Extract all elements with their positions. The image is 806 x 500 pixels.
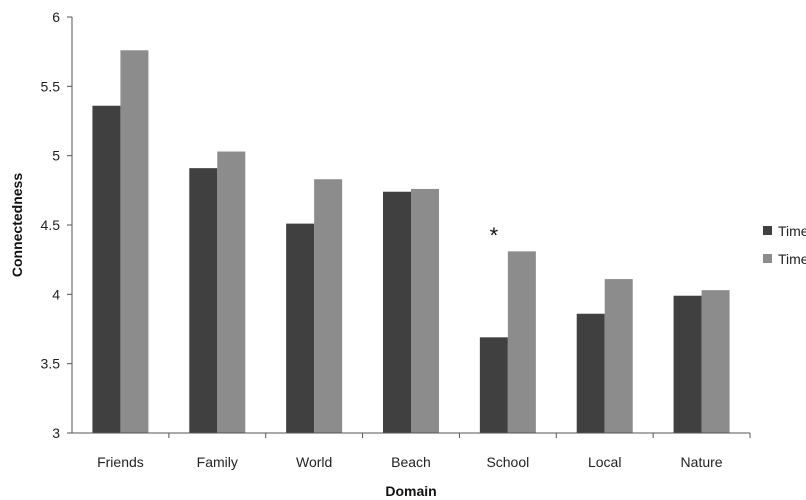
bar-beach-time-1	[383, 191, 411, 433]
legend-label: Time 1	[778, 223, 806, 239]
x-axis-title: Domain	[385, 483, 436, 499]
y-tick-label: 6	[52, 9, 60, 25]
bar-school-time-1	[479, 337, 508, 433]
y-axis-ticks: 3 3.5 4 4.5 5 5.5 6	[41, 9, 72, 441]
x-tick-label: Beach	[391, 454, 431, 470]
y-tick-label: 4	[52, 286, 60, 302]
x-tick-label: School	[486, 454, 529, 470]
y-tick-label: 3.5	[41, 356, 61, 372]
bar-family-time-2	[217, 151, 246, 434]
bar-nature-time-2	[701, 290, 730, 433]
y-tick-label: 3	[52, 425, 60, 441]
bar-friends-time-1	[92, 105, 121, 433]
bar-family-time-1	[189, 168, 218, 433]
y-tick-label: 5.5	[41, 78, 61, 94]
x-tick-label: Family	[197, 454, 238, 470]
bar-beach-time-2	[411, 188, 439, 433]
significance-marker: *	[490, 223, 499, 248]
bars	[92, 50, 730, 434]
bar-nature-time-1	[673, 295, 702, 433]
legend-swatch	[763, 226, 772, 235]
bar-local-time-2	[604, 279, 633, 433]
bar-world-time-1	[286, 223, 315, 433]
x-tick-label: World	[296, 454, 332, 470]
y-tick-label: 4.5	[41, 217, 61, 233]
legend-label: Time 2	[778, 251, 806, 267]
annotations: *	[490, 223, 499, 248]
x-axis-ticks: Friends Family World Beach School Local Nature	[97, 433, 751, 470]
legend: Time 1 Time 2	[763, 223, 806, 267]
x-tick-label: Local	[588, 454, 621, 470]
y-tick-label: 5	[52, 148, 60, 164]
x-tick-label: Friends	[97, 454, 144, 470]
bar-friends-time-2	[120, 50, 149, 433]
bar-local-time-1	[576, 313, 605, 433]
legend-swatch	[763, 254, 772, 263]
x-tick-label: Nature	[681, 454, 723, 470]
bar-school-time-2	[507, 251, 536, 433]
bar-world-time-2	[314, 179, 343, 433]
y-axis-title: Connectedness	[9, 173, 25, 277]
